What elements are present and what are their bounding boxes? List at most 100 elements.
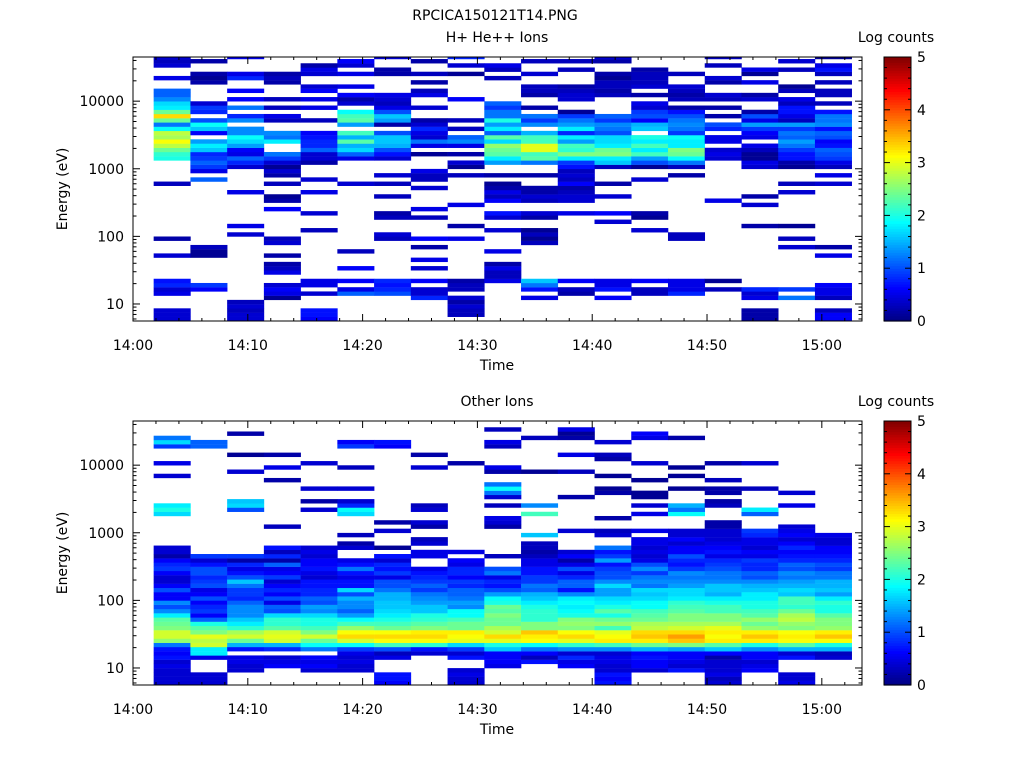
heatmap-cell [190,579,228,584]
heatmap-cell [631,570,669,576]
heatmap-cell [374,444,412,449]
colorbar-segment [884,460,911,464]
heatmap-cell [557,278,595,284]
heatmap-cell [667,122,706,127]
heatmap-cell [814,118,852,123]
colorbar-segment [884,88,911,92]
heatmap-cell [410,651,448,656]
heatmap-cell [557,663,595,669]
heatmap-cell [594,88,632,94]
heatmap-cell [263,151,301,157]
heatmap-cell [447,621,485,627]
heatmap-cell [521,156,559,161]
heatmap-cell [227,655,265,660]
heatmap-cell [631,554,669,559]
heatmap-cell [557,97,595,102]
heatmap-cell [484,638,522,643]
heatmap-cell [337,545,375,550]
heatmap-cell [667,473,706,479]
heatmap-cell [447,608,485,614]
heatmap-cell [814,244,852,250]
heatmap-cell [557,554,595,559]
heatmap-cell [667,562,706,567]
heatmap-cell [153,308,191,313]
heatmap-cell [631,287,669,292]
heatmap-cell [263,156,301,161]
heatmap-cell [778,608,816,614]
colorbar-segment [884,194,911,198]
heatmap-cell [263,663,301,669]
heatmap-cell [557,160,595,165]
heatmap-cell [667,503,706,508]
heatmap-cell [521,194,559,199]
heatmap-cell [594,672,632,677]
heatmap-cell [153,575,191,580]
heatmap-cell [300,668,338,673]
heatmap-cell [227,299,265,305]
heatmap-cell [153,130,191,136]
heatmap-cell [741,638,779,643]
heatmap-cell [778,59,816,64]
colorbar-segment [884,542,911,546]
heatmap-cell [447,278,485,284]
heatmap-cell [227,126,265,132]
heatmap-cell [300,97,338,102]
heatmap-cell [778,164,816,170]
heatmap-cell [667,604,706,610]
heatmap-cell [704,554,742,559]
heatmap-cell [778,554,816,559]
heatmap-cell [300,646,338,652]
colorbar-segment [884,167,911,172]
heatmap-cell [778,160,816,165]
heatmap-cell [667,613,706,618]
heatmap-cell [557,198,595,203]
heatmap-cell [594,625,632,631]
colorbar-segment [884,465,911,470]
heatmap-cell [484,270,522,275]
heatmap-cell [153,659,191,665]
heatmap-cell [521,122,559,127]
heatmap-cell [521,105,559,110]
x-tick-label: 14:30 [457,338,497,354]
heatmap-cell [667,634,706,639]
heatmap-cell [557,634,595,639]
heatmap-cell [594,532,632,538]
heatmap-cell [521,287,559,292]
heatmap-cell [337,608,375,614]
heatmap-cell [337,151,375,157]
heatmap-cell [300,291,338,296]
heatmap-cell [631,655,669,660]
heatmap-cell [521,630,559,635]
heatmap-cell [594,621,632,627]
heatmap-cell [374,630,412,635]
heatmap-cell [227,558,265,563]
colorbar: 0 1 2 3 4 5 [883,414,926,694]
heatmap-cell [667,143,706,148]
colorbar-segment [884,468,911,472]
heatmap-cell [410,575,448,580]
heatmap-cell [778,676,816,681]
heatmap-cell [484,67,522,72]
colorbar-segment [884,239,911,243]
heatmap-cell [778,223,816,229]
heatmap-cell [153,97,191,102]
heatmap-cell [374,291,412,296]
heatmap-cell [484,130,522,136]
heatmap-cell [631,118,669,123]
heatmap-cell [410,596,448,601]
colorbar-segment [884,574,911,578]
heatmap-cell [227,608,265,614]
colorbar-segment [884,605,911,610]
heatmap-cell [814,122,852,127]
heatmap-cell [153,554,191,559]
colorbar-segment [884,663,911,668]
heatmap-cell [778,143,816,148]
heatmap-cell [263,625,301,631]
heatmap-cell [410,206,448,212]
colorbar-segment [884,494,911,499]
heatmap-cell [594,139,632,144]
heatmap-cell [814,541,852,546]
heatmap-cell [374,232,412,237]
heatmap-cell [153,507,191,512]
heatmap-cell [557,659,595,665]
